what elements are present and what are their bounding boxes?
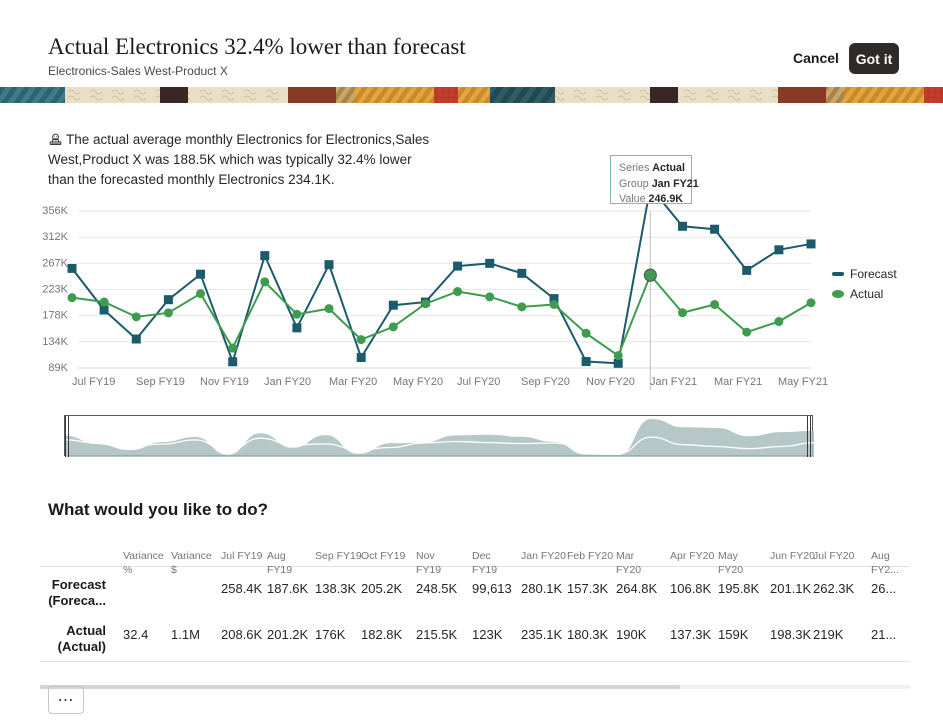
- svg-text:Sep FY19: Sep FY19: [136, 376, 185, 388]
- svg-text:May FY20: May FY20: [393, 376, 443, 388]
- svg-text:Jul FY19: Jul FY19: [72, 376, 115, 388]
- svg-text:267K: 267K: [42, 257, 68, 269]
- svg-text:Jan FY20: Jan FY20: [264, 376, 311, 388]
- svg-text:223K: 223K: [42, 284, 68, 296]
- svg-text:Jul FY20: Jul FY20: [457, 376, 500, 388]
- svg-text:Jan FY21: Jan FY21: [650, 376, 697, 388]
- svg-text:89K: 89K: [48, 362, 68, 374]
- svg-text:134K: 134K: [42, 336, 68, 348]
- svg-text:Sep FY20: Sep FY20: [521, 376, 570, 388]
- svg-text:178K: 178K: [42, 310, 68, 322]
- svg-text:312K: 312K: [42, 231, 68, 243]
- svg-text:Nov FY19: Nov FY19: [200, 376, 249, 388]
- svg-text:356K: 356K: [42, 205, 68, 217]
- svg-text:May FY21: May FY21: [778, 376, 828, 388]
- svg-text:Mar FY21: Mar FY21: [714, 376, 762, 388]
- svg-text:Mar FY20: Mar FY20: [329, 376, 377, 388]
- svg-text:Nov FY20: Nov FY20: [586, 376, 635, 388]
